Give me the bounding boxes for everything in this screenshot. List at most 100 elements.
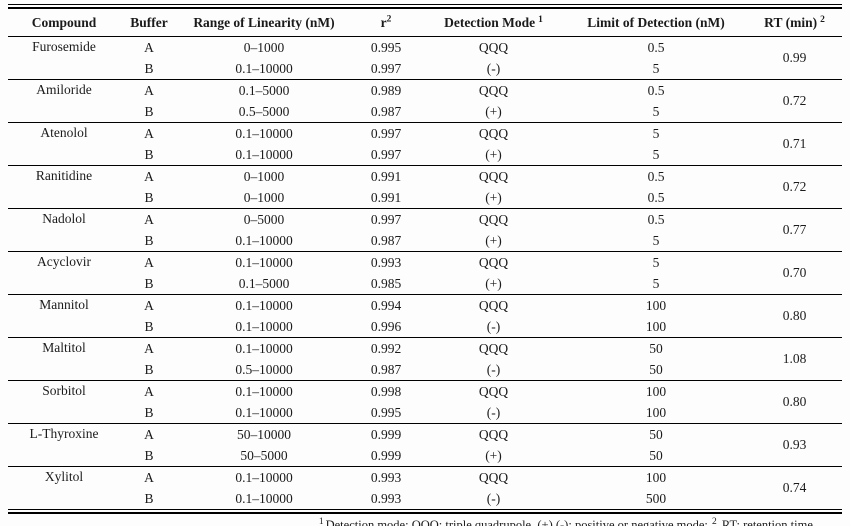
cell-detection-mode: (-) xyxy=(486,361,501,377)
footnote-text-1: Detection mode: QQQ: triple quadrupole, … xyxy=(325,518,712,526)
cell-detection-mode: QQQ xyxy=(422,294,565,316)
cell-range: 0.1–10000 xyxy=(178,337,350,359)
cell-r2: 0.992 xyxy=(350,337,422,359)
table-row: B 0.5–5000 0.987 (+) 5 xyxy=(8,101,842,123)
column-header-label: RT (min) xyxy=(764,15,818,30)
cell-detection-mode: QQQ xyxy=(422,165,565,187)
cell-detection-mode: QQQ xyxy=(422,122,565,144)
cell-compound: Acyclovir xyxy=(8,251,120,295)
table-row: Amiloride A 0.1–5000 0.989 QQQ 0.5 0.72 xyxy=(8,79,842,123)
cell-range: 0.1–10000 xyxy=(178,251,350,273)
cell-lod: 50 xyxy=(649,361,663,377)
cell-compound: Xylitol xyxy=(8,466,120,509)
cell-buffer: B xyxy=(144,103,154,119)
cell-r2: 0.997 xyxy=(370,146,402,162)
cell-range: 0.1–10000 xyxy=(235,60,293,76)
cell-rt: 0.80 xyxy=(747,294,842,338)
cell-compound: Amiloride xyxy=(8,79,120,123)
column-header-label: Detection Mode xyxy=(444,15,536,30)
column-header-r2: r2 xyxy=(350,9,422,37)
cell-detection-mode: QQQ xyxy=(422,380,565,402)
cell-lod: 50 xyxy=(565,423,747,445)
cell-lod: 100 xyxy=(565,466,747,488)
cell-lod: 100 xyxy=(645,404,667,420)
cell-buffer: B xyxy=(144,361,154,377)
cell-lod: 5 xyxy=(652,275,660,291)
cell-lod: 50 xyxy=(565,337,747,359)
cell-detection-mode: QQQ xyxy=(422,251,565,273)
cell-r2: 0.991 xyxy=(370,189,402,205)
column-header-superscript: 1 xyxy=(538,14,543,25)
cell-lod: 5 xyxy=(652,146,660,162)
cell-detection-mode: (-) xyxy=(486,60,501,76)
column-header-label: Buffer xyxy=(130,15,168,30)
table-row: Xylitol A 0.1–10000 0.993 QQQ 100 0.74 xyxy=(8,466,842,509)
cell-buffer: B xyxy=(144,232,154,248)
cell-range: 0.1–5000 xyxy=(178,79,350,101)
cell-detection-mode: QQQ xyxy=(422,423,565,445)
cell-range: 0.1–10000 xyxy=(178,466,350,488)
table-row: Ranitidine A 0–1000 0.991 QQQ 0.5 0.72 xyxy=(8,165,842,209)
cell-detection-mode: (-) xyxy=(486,490,501,506)
table-row: Mannitol A 0.1–10000 0.994 QQQ 100 0.80 xyxy=(8,294,842,338)
cell-lod: 100 xyxy=(565,380,747,402)
cell-r2: 0.995 xyxy=(350,36,422,58)
column-header-lod: Limit of Detection (nM) xyxy=(565,9,747,37)
column-header-label: r xyxy=(380,15,387,30)
cell-rt: 0.71 xyxy=(747,122,842,166)
cell-buffer: A xyxy=(120,122,178,144)
table-footnote: 1 Detection mode: QQQ: triple quadrupole,… xyxy=(8,516,842,526)
cell-lod: 5 xyxy=(565,122,747,144)
table-top-rule xyxy=(8,4,842,9)
table-row: Maltitol A 0.1–10000 0.992 QQQ 50 1.08 xyxy=(8,337,842,381)
cell-r2: 0.994 xyxy=(350,294,422,316)
header-row: Compound Buffer Range of Linearity (nM) … xyxy=(8,9,842,37)
cell-lod: 5 xyxy=(652,60,660,76)
cell-range: 0–5000 xyxy=(178,208,350,230)
cell-lod: 0.5 xyxy=(565,208,747,230)
cell-buffer: A xyxy=(120,208,178,230)
cell-buffer: B xyxy=(144,447,154,463)
cell-buffer: B xyxy=(144,275,154,291)
cell-range: 0.1–10000 xyxy=(235,146,293,162)
column-header-label: Compound xyxy=(31,15,97,30)
cell-compound: Ranitidine xyxy=(8,165,120,209)
cell-r2: 0.996 xyxy=(370,318,402,334)
cell-range: 0.1–10000 xyxy=(235,232,293,248)
table-row: B 0.1–10000 0.997 (-) 5 xyxy=(8,58,842,80)
column-header-rt: RT (min) 2 xyxy=(747,9,842,37)
column-header-superscript: 2 xyxy=(820,14,825,25)
cell-buffer: A xyxy=(120,466,178,488)
cell-range: 50–5000 xyxy=(240,447,288,463)
cell-lod: 0.5 xyxy=(647,189,665,205)
cell-buffer: B xyxy=(144,318,154,334)
cell-buffer: B xyxy=(144,146,154,162)
cell-buffer: A xyxy=(120,251,178,273)
cell-compound: Furosemide xyxy=(8,36,120,80)
cell-detection-mode: QQQ xyxy=(422,466,565,488)
cell-range: 0–1000 xyxy=(243,189,285,205)
cell-range: 0.1–10000 xyxy=(235,490,293,506)
cell-detection-mode: (-) xyxy=(486,404,501,420)
column-header-label: Limit of Detection (nM) xyxy=(587,15,725,30)
cell-detection-mode: (+) xyxy=(485,275,502,291)
cell-r2: 0.997 xyxy=(370,60,402,76)
cell-detection-mode: (+) xyxy=(485,146,502,162)
table-row: Furosemide A 0–1000 0.995 QQQ 0.5 0.99 xyxy=(8,36,842,80)
cell-lod: 0.5 xyxy=(565,79,747,101)
table-row: B 0.1–10000 0.995 (-) 100 xyxy=(8,402,842,424)
table-row: Acyclovir A 0.1–10000 0.993 QQQ 5 0.70 xyxy=(8,251,842,295)
cell-buffer: A xyxy=(120,79,178,101)
cell-buffer: A xyxy=(120,36,178,58)
cell-lod: 100 xyxy=(565,294,747,316)
cell-buffer: A xyxy=(120,165,178,187)
cell-detection-mode: QQQ xyxy=(422,208,565,230)
column-header-superscript: 2 xyxy=(386,14,392,25)
table-row: Nadolol A 0–5000 0.997 QQQ 0.5 0.77 xyxy=(8,208,842,252)
cell-detection-mode: (-) xyxy=(486,318,501,334)
cell-range: 0.5–5000 xyxy=(238,103,290,119)
cell-detection-mode: QQQ xyxy=(422,79,565,101)
footnote-superscript-2: 2 xyxy=(712,516,717,526)
cell-compound: L-Thyroxine xyxy=(8,423,120,467)
